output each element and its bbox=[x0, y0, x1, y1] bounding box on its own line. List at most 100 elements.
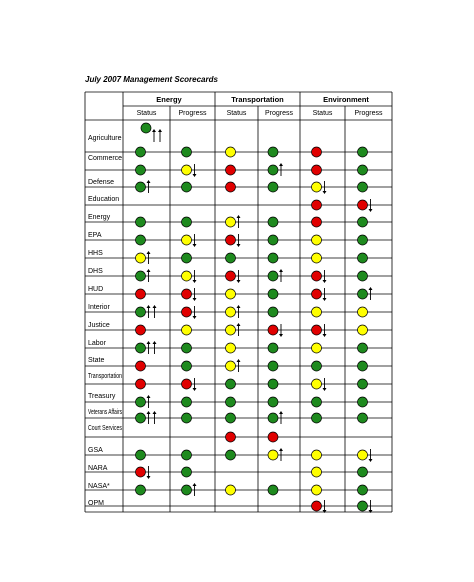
rating-dot bbox=[311, 164, 322, 176]
rating-dot bbox=[135, 146, 146, 158]
rating-dot bbox=[135, 252, 146, 264]
rating-dot bbox=[181, 342, 192, 354]
trend-arrowhead bbox=[236, 305, 241, 308]
agency-label: Agriculture bbox=[88, 135, 122, 142]
rating-dot bbox=[311, 360, 322, 372]
rating-dot bbox=[357, 360, 368, 372]
agency-label: HUD bbox=[88, 286, 103, 293]
trend-arrowhead bbox=[146, 411, 151, 414]
rating-dot bbox=[267, 360, 279, 372]
trend-arrowhead bbox=[368, 209, 373, 212]
rating-dot bbox=[225, 360, 236, 372]
rating-dot bbox=[267, 396, 279, 408]
rating-dot bbox=[181, 412, 192, 424]
rating-dot bbox=[181, 324, 192, 336]
trend-arrowhead bbox=[322, 298, 327, 301]
rating-dot bbox=[357, 484, 368, 496]
sub-header: Progress bbox=[354, 110, 383, 117]
rating-dot bbox=[267, 252, 279, 264]
rating-dot bbox=[267, 431, 279, 443]
sub-header: Status bbox=[227, 110, 247, 117]
rating-dot bbox=[135, 270, 146, 282]
trend-arrowhead bbox=[236, 244, 241, 247]
rating-dot bbox=[357, 216, 368, 228]
rating-dot bbox=[267, 181, 279, 193]
agency-label: Education bbox=[88, 196, 119, 203]
trend-arrowhead bbox=[368, 510, 373, 513]
rating-dot bbox=[357, 466, 368, 478]
trend-arrowhead bbox=[152, 411, 157, 414]
rating-dot bbox=[357, 342, 368, 354]
rating-dot bbox=[225, 412, 236, 424]
rating-dot bbox=[181, 252, 192, 264]
rating-dot bbox=[225, 270, 236, 282]
rating-dot bbox=[267, 342, 279, 354]
rating-dot bbox=[225, 324, 236, 336]
agency-label: Interior bbox=[88, 304, 110, 311]
rating-dot bbox=[311, 378, 322, 390]
rating-dot bbox=[225, 252, 236, 264]
rating-dot bbox=[225, 164, 236, 176]
rating-dot bbox=[181, 449, 192, 461]
trend-arrowhead bbox=[146, 395, 151, 398]
agency-label: HHS bbox=[88, 250, 103, 257]
rating-dot bbox=[357, 199, 368, 211]
trend-arrowhead bbox=[158, 129, 162, 132]
agency-label: Transportation bbox=[88, 373, 122, 380]
rating-dot bbox=[225, 449, 236, 461]
group-header: Environment bbox=[323, 95, 369, 104]
rating-dot bbox=[267, 484, 279, 496]
rating-dot bbox=[225, 484, 236, 496]
rating-dot bbox=[267, 234, 279, 246]
rating-dot bbox=[311, 466, 322, 478]
rating-dot bbox=[311, 306, 322, 318]
trend-arrowhead bbox=[236, 280, 241, 283]
rating-dot bbox=[267, 378, 279, 390]
rating-dot bbox=[357, 181, 368, 193]
agency-label: Treasury bbox=[88, 393, 116, 400]
rating-dot bbox=[267, 306, 279, 318]
rating-dot bbox=[181, 306, 192, 318]
agency-label: Energy bbox=[88, 214, 111, 221]
rating-dot bbox=[181, 360, 192, 372]
agency-label: NARA bbox=[88, 465, 108, 472]
trend-arrowhead bbox=[192, 316, 197, 319]
rating-dot bbox=[135, 449, 146, 461]
trend-arrowhead bbox=[146, 305, 151, 308]
rating-dot bbox=[135, 288, 146, 300]
rating-dot bbox=[181, 216, 192, 228]
rating-dot bbox=[181, 288, 192, 300]
rating-dot bbox=[311, 324, 322, 336]
trend-arrowhead bbox=[192, 174, 197, 177]
rating-dot bbox=[267, 146, 279, 158]
rating-dot bbox=[140, 122, 152, 134]
trend-arrowhead bbox=[322, 388, 327, 391]
agency-label: DHS bbox=[88, 268, 103, 275]
rating-dot bbox=[135, 234, 146, 246]
rating-dot bbox=[181, 378, 192, 390]
rating-dot bbox=[311, 288, 322, 300]
agency-label: Defense bbox=[88, 179, 114, 186]
trend-arrowhead bbox=[322, 280, 327, 283]
trend-arrowhead bbox=[192, 388, 197, 391]
agency-label: Court Services bbox=[88, 425, 122, 432]
title: July 2007 Management Scorecards bbox=[85, 75, 219, 84]
trend-arrowhead bbox=[236, 215, 241, 218]
rating-dot bbox=[311, 234, 322, 246]
trend-arrowhead bbox=[322, 510, 327, 513]
trend-arrowhead bbox=[152, 129, 156, 132]
rating-dot bbox=[181, 466, 192, 478]
trend-arrowhead bbox=[279, 269, 283, 272]
rating-dot bbox=[181, 484, 192, 496]
agency-label: GSA bbox=[88, 447, 103, 454]
trend-arrowhead bbox=[192, 298, 197, 301]
rating-dot bbox=[311, 449, 322, 461]
rating-dot bbox=[225, 306, 236, 318]
rating-dot bbox=[225, 146, 236, 158]
trend-arrowhead bbox=[279, 411, 283, 414]
rating-dot bbox=[267, 412, 279, 424]
rating-dot bbox=[135, 181, 146, 193]
rating-dot bbox=[135, 306, 146, 318]
rating-dot bbox=[267, 216, 279, 228]
